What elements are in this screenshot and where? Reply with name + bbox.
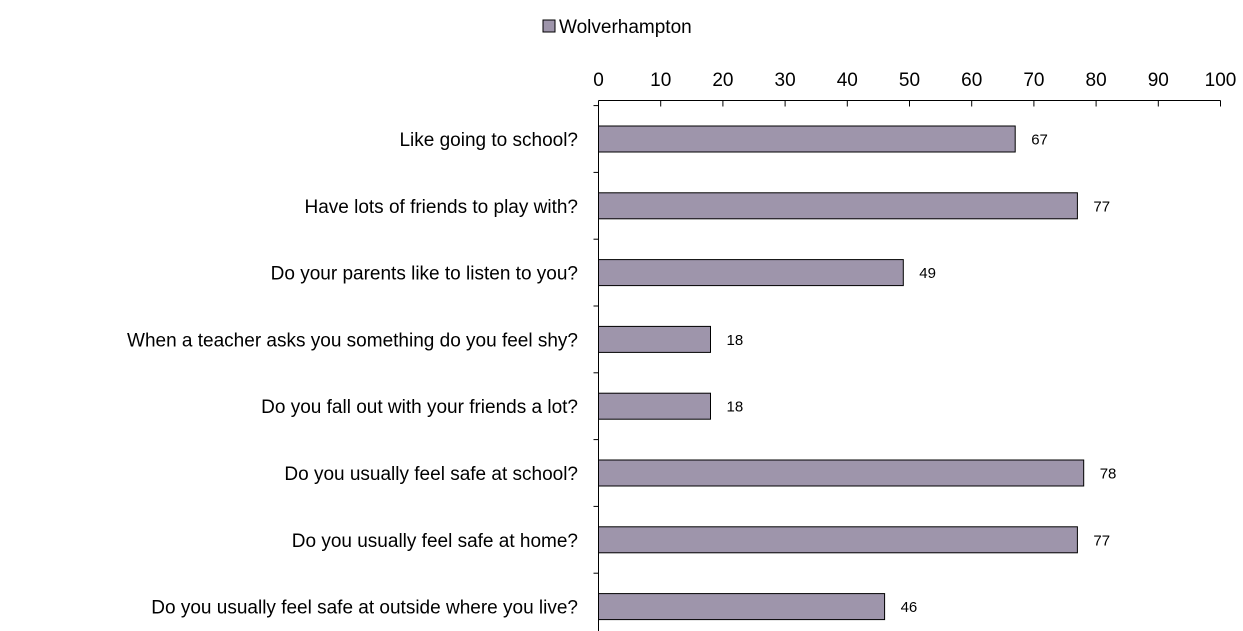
category-label: Do you usually feel safe at outside wher… — [151, 598, 578, 619]
x-tick-label: 50 — [899, 70, 920, 91]
x-tick-label: 0 — [593, 70, 604, 91]
data-label: 77 — [1093, 532, 1110, 549]
bar — [598, 325, 711, 353]
category-label: Have lots of friends to play with? — [304, 197, 578, 218]
category-label: Do you usually feel safe at school? — [284, 464, 578, 485]
data-label: 67 — [1031, 132, 1048, 149]
legend: Wolverhampton — [542, 17, 692, 38]
x-tick-label: 60 — [961, 70, 982, 91]
legend-swatch — [542, 19, 556, 33]
x-tick-label: 20 — [712, 70, 733, 91]
labels: Like going to school? 67 Have lots of frie… — [127, 130, 1116, 619]
bar — [598, 392, 711, 420]
bar — [598, 526, 1078, 554]
bar — [598, 459, 1085, 487]
data-label: 18 — [727, 332, 744, 349]
bars — [598, 125, 1085, 621]
category-label: Do you fall out with your friends a lot? — [261, 397, 578, 418]
axes: 0 10 20 30 40 50 60 70 80 90 100 — [593, 70, 1236, 631]
bar — [598, 125, 1016, 153]
legend-label: Wolverhampton — [559, 17, 692, 38]
x-tick-label: 70 — [1023, 70, 1044, 91]
bar — [598, 593, 886, 621]
x-tick-label: 10 — [650, 70, 671, 91]
category-label: Like going to school? — [399, 130, 578, 151]
data-label: 18 — [727, 399, 744, 416]
category-label: Do you usually feel safe at home? — [292, 531, 578, 552]
x-tick-label: 40 — [837, 70, 858, 91]
data-label: 77 — [1093, 198, 1110, 215]
bar — [598, 259, 904, 287]
x-tick-label: 100 — [1205, 70, 1237, 91]
bar — [598, 192, 1078, 220]
data-label: 78 — [1100, 466, 1117, 483]
data-label: 46 — [901, 599, 918, 616]
x-tick-label: 80 — [1086, 70, 1107, 91]
category-label: When a teacher asks you something do you… — [127, 330, 578, 351]
data-label: 49 — [919, 265, 936, 282]
x-tick-label: 90 — [1148, 70, 1169, 91]
x-tick-label: 30 — [775, 70, 796, 91]
category-label: Do your parents like to listen to you? — [271, 264, 578, 285]
